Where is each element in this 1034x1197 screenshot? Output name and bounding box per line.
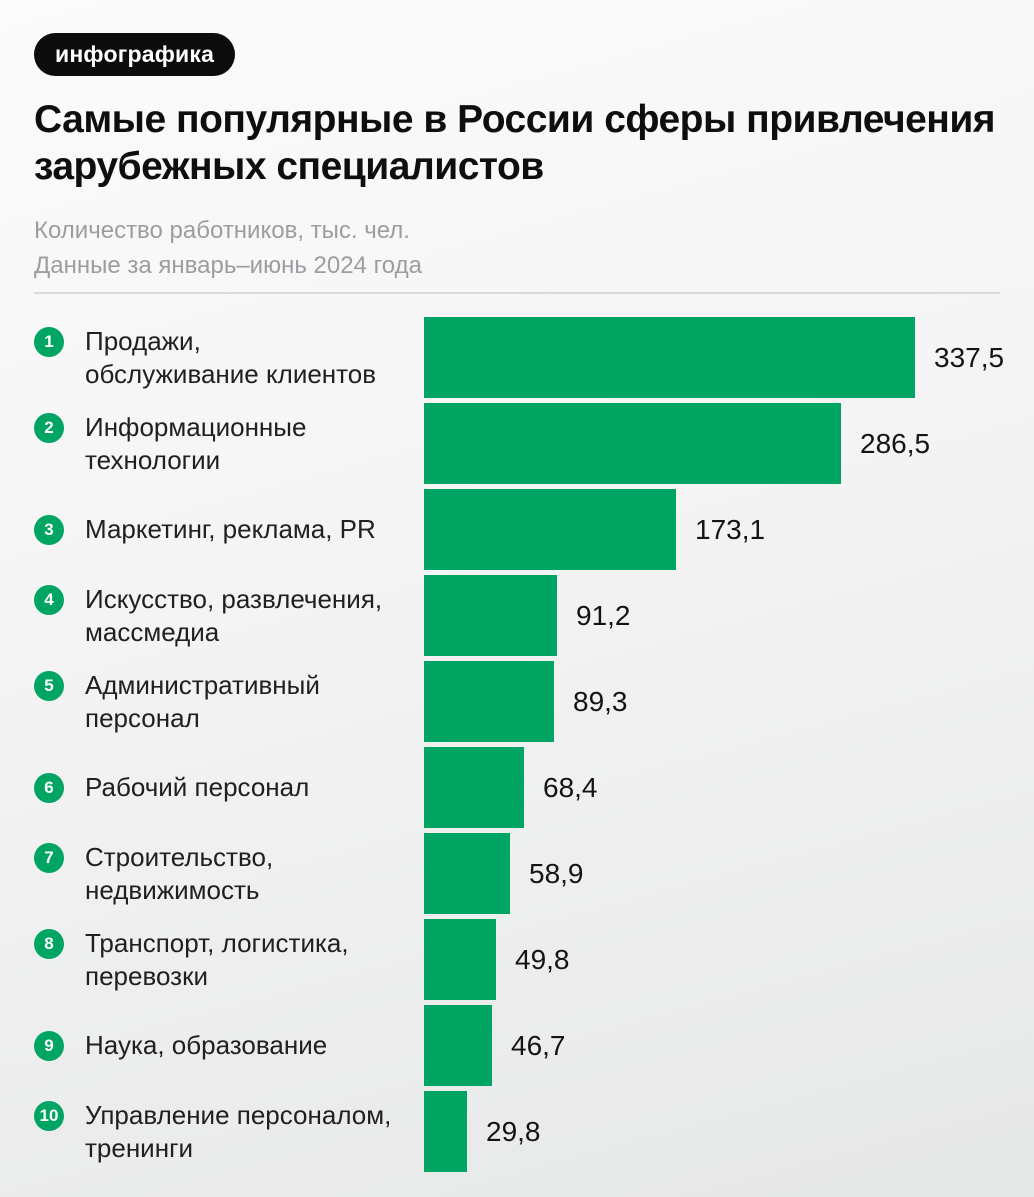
bar-cell: 173,1 [424, 489, 1000, 570]
bar-cell: 58,9 [424, 833, 1000, 914]
category-cell: 2 Информационные технологии [34, 411, 424, 477]
category-label: Маркетинг, реклама, PR [85, 514, 376, 544]
bar-cell: 337,5 [424, 317, 1004, 398]
divider-line [34, 292, 1000, 294]
category-cell: 7 Строительство, недвижимость [34, 841, 424, 907]
bar [424, 317, 915, 398]
rank-badge: 10 [34, 1100, 64, 1131]
bar-cell: 89,3 [424, 661, 1000, 742]
value-label: 58,9 [529, 857, 584, 889]
value-label: 91,2 [576, 599, 631, 631]
chart-row: 7 Строительство, недвижимость 58,9 [34, 833, 1000, 914]
bar [424, 403, 841, 484]
bar-chart: 1 Продажи, обслуживание клиентов 337,5 2 Инфо… [34, 317, 1004, 1172]
category-cell: 1 Продажи, обслуживание клиентов [34, 325, 424, 391]
category-label: Рабочий персонал [85, 772, 310, 802]
category-cell: 6 Рабочий персонал [34, 771, 424, 804]
category-cell: 5 Административный персонал [34, 669, 424, 735]
rank-badge: 2 [34, 412, 64, 443]
category-label: Строительство, недвижимость [85, 841, 274, 905]
value-label: 49,8 [515, 943, 570, 975]
rank-badge: 3 [34, 515, 64, 545]
chart-row: 10 Управление персоналом, тренинги 29,8 [34, 1091, 1000, 1172]
bar [424, 489, 676, 570]
value-label: 46,7 [511, 1029, 566, 1061]
bar [424, 833, 510, 914]
rank-badge: 8 [34, 928, 64, 959]
bar [424, 1091, 467, 1172]
bar [424, 661, 554, 742]
bar [424, 919, 496, 1000]
category-cell: 10 Управление персоналом, тренинги [34, 1099, 424, 1165]
category-label: Административный персонал [85, 669, 320, 733]
bar [424, 575, 557, 656]
rank-badge: 1 [34, 326, 64, 357]
bar-cell: 286,5 [424, 403, 1000, 484]
bar-cell: 29,8 [424, 1091, 1000, 1172]
value-label: 173,1 [695, 513, 766, 545]
bar-cell: 49,8 [424, 919, 1000, 1000]
category-cell: 8 Транспорт, логистика, перевозки [34, 927, 424, 993]
chart-row: 1 Продажи, обслуживание клиентов 337,5 [34, 317, 1004, 398]
bar [424, 747, 524, 828]
rank-badge: 5 [34, 670, 64, 701]
page-title: Самые популярные в России сферы привлече… [34, 98, 996, 188]
bar-cell: 46,7 [424, 1005, 1000, 1086]
category-label: Управление персоналом, тренинги [85, 1099, 392, 1163]
category-label: Продажи, обслуживание клиентов [85, 325, 377, 389]
value-label: 337,5 [934, 341, 1005, 373]
bar-cell: 68,4 [424, 747, 1000, 828]
category-label: Транспорт, логистика, перевозки [85, 927, 349, 991]
category-label: Наука, образование [85, 1030, 328, 1060]
category-cell: 9 Наука, образование [34, 1029, 424, 1062]
value-label: 89,3 [573, 685, 628, 717]
bar-cell: 91,2 [424, 575, 1000, 656]
value-label: 29,8 [486, 1115, 541, 1147]
chart-row: 3 Маркетинг, реклама, PR 173,1 [34, 489, 1000, 570]
unit-label: Количество работников, тыс. чел. [34, 217, 410, 244]
chart-row: 4 Искусство, развлечения, массмедиа 91,2 [34, 575, 1000, 656]
category-cell: 3 Маркетинг, реклама, PR [34, 513, 424, 546]
bar [424, 1005, 492, 1086]
rank-badge: 9 [34, 1031, 64, 1061]
chart-row: 8 Транспорт, логистика, перевозки 49,8 [34, 919, 1000, 1000]
value-label: 68,4 [543, 771, 598, 803]
chart-subtitle: Количество работников, тыс. чел. Данные … [34, 213, 1000, 283]
value-label: 286,5 [860, 427, 931, 459]
chart-row: 2 Информационные технологии 286,5 [34, 403, 1000, 484]
chart-row: 5 Административный персонал 89,3 [34, 661, 1000, 742]
rank-badge: 4 [34, 584, 64, 615]
rank-badge: 7 [34, 842, 64, 873]
rank-badge: 6 [34, 773, 64, 803]
category-label: Информационные технологии [85, 411, 307, 475]
chart-row: 6 Рабочий персонал 68,4 [34, 747, 1000, 828]
chart-rows: 1 Продажи, обслуживание клиентов 337,5 2 Инфо… [34, 317, 1004, 1172]
category-cell: 4 Искусство, развлечения, массмедиа [34, 583, 424, 649]
chart-row: 9 Наука, образование 46,7 [34, 1005, 1000, 1086]
period-label: Данные за январь–июнь 2024 года [34, 252, 422, 279]
category-label: Искусство, развлечения, массмедиа [85, 583, 383, 647]
infographic-badge: инфографика [34, 33, 236, 76]
